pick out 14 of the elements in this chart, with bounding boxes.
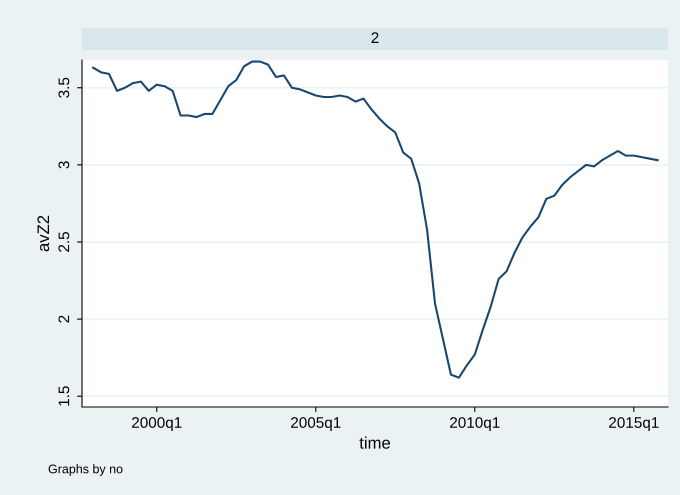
y-tick-label: 1.5 bbox=[58, 386, 70, 406]
y-tick-label: 2 bbox=[58, 316, 70, 323]
y-tick-label: 3 bbox=[58, 161, 70, 169]
x-axis-title: time bbox=[360, 436, 390, 449]
y-tick-label: 2.5 bbox=[58, 232, 70, 252]
x-tick-label: 2005q1 bbox=[291, 417, 341, 431]
y-tick-label: 3.5 bbox=[58, 78, 70, 98]
text: Graphs by no bbox=[48, 464, 123, 476]
line-series bbox=[92, 60, 659, 379]
chart-title: 2 bbox=[372, 32, 378, 43]
x-tick-label: 2000q1 bbox=[132, 417, 182, 431]
y-axis-title: avZ2 bbox=[37, 216, 50, 252]
x-tick-label: 2010q1 bbox=[450, 417, 500, 431]
x-tick-label: 2015q1 bbox=[609, 417, 659, 431]
